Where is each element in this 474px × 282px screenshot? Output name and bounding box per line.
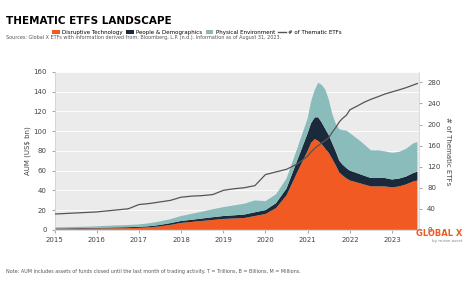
Legend: Disruptive Technology, People & Demographics, Physical Environment, # of Themati: Disruptive Technology, People & Demograp… [50, 27, 344, 37]
Y-axis label: AUM (US$ bn): AUM (US$ bn) [24, 127, 31, 175]
Text: by mirae asset: by mirae asset [432, 239, 462, 243]
Text: Note: AUM includes assets of funds closed until the last month of trading activi: Note: AUM includes assets of funds close… [6, 268, 301, 274]
Y-axis label: # of Thematic ETFs: # of Thematic ETFs [445, 117, 451, 185]
Text: THEMATIC ETFS LANDSCAPE: THEMATIC ETFS LANDSCAPE [6, 16, 171, 25]
Text: GLOBAL X: GLOBAL X [416, 229, 462, 238]
Text: Sources: Global X ETFs with information derived from: Bloomberg, L.P. (n.d.). In: Sources: Global X ETFs with information … [6, 35, 281, 40]
